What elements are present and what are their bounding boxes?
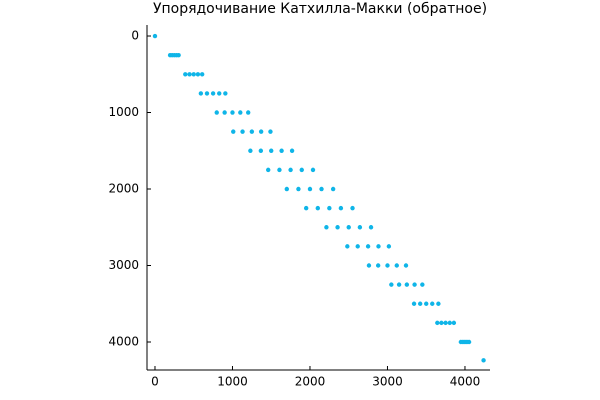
point — [152, 33, 158, 39]
point — [296, 186, 301, 192]
point — [204, 91, 210, 96]
point — [355, 244, 360, 249]
point — [375, 263, 381, 268]
point — [183, 72, 188, 77]
y-tick-label: 0 — [131, 29, 139, 43]
point — [199, 72, 205, 77]
point — [223, 91, 228, 96]
x-tick-label: 4000 — [450, 375, 481, 389]
point — [231, 129, 236, 134]
point — [335, 225, 340, 230]
point — [246, 110, 251, 115]
point — [327, 205, 332, 211]
point — [396, 282, 402, 287]
point — [210, 91, 216, 96]
point — [417, 301, 423, 306]
point — [430, 301, 435, 306]
point — [439, 320, 444, 326]
point — [366, 263, 372, 268]
point — [394, 263, 399, 268]
point — [240, 129, 245, 134]
y-tick-label: 3000 — [108, 258, 139, 272]
point — [435, 320, 440, 326]
point — [365, 244, 371, 249]
x-tick-label: 3000 — [372, 375, 403, 389]
point — [386, 244, 392, 249]
point — [436, 301, 441, 306]
point — [451, 320, 457, 326]
point — [258, 148, 264, 153]
y-tick-label: 2000 — [108, 182, 139, 196]
point — [307, 186, 313, 192]
point — [195, 72, 201, 77]
point — [214, 110, 219, 115]
point — [324, 225, 329, 230]
point — [385, 263, 390, 268]
point — [217, 91, 222, 96]
point — [411, 301, 417, 306]
point — [350, 205, 355, 211]
point — [310, 167, 316, 173]
point — [249, 129, 255, 134]
x-tick-label: 1000 — [217, 375, 248, 389]
y-tick-label: 1000 — [108, 105, 139, 119]
point — [404, 282, 410, 287]
point — [389, 282, 394, 287]
y-tick-label: 4000 — [108, 335, 139, 349]
point — [443, 320, 448, 326]
point — [277, 167, 282, 173]
point — [299, 167, 304, 173]
point — [420, 282, 425, 287]
point — [376, 244, 381, 249]
point — [403, 263, 409, 268]
point — [191, 72, 196, 77]
point — [176, 52, 181, 58]
point — [345, 244, 350, 249]
point — [268, 129, 273, 134]
point — [424, 301, 429, 306]
point — [187, 72, 192, 77]
point — [319, 186, 324, 192]
point — [466, 339, 472, 345]
point — [447, 320, 452, 326]
point — [279, 148, 284, 153]
point — [315, 205, 321, 211]
point — [368, 225, 374, 230]
point — [258, 129, 264, 134]
point — [412, 282, 417, 287]
point — [303, 205, 309, 211]
point — [330, 186, 336, 192]
point — [288, 167, 293, 173]
point — [284, 186, 290, 192]
point — [481, 358, 486, 363]
point — [338, 205, 344, 211]
x-tick-label: 0 — [151, 375, 159, 389]
point — [198, 91, 204, 96]
x-tick-label: 2000 — [295, 375, 326, 389]
point — [346, 225, 351, 230]
point — [230, 110, 235, 115]
point — [357, 225, 363, 230]
point — [248, 148, 253, 153]
chart-title: Упорядочивание Катхилла-Макки (обратное) — [153, 1, 487, 17]
point — [289, 148, 295, 153]
point — [238, 110, 243, 115]
point — [266, 167, 271, 173]
point — [269, 148, 274, 153]
point — [222, 110, 227, 115]
